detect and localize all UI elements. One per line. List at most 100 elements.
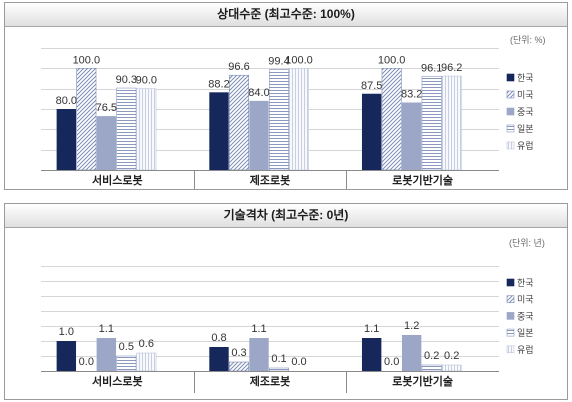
bar: [229, 74, 250, 171]
data-label: 0.0: [79, 356, 94, 368]
data-label: 0.1: [271, 353, 286, 365]
bar: [249, 338, 269, 371]
bar: [268, 69, 289, 171]
legend-swatch: [506, 345, 515, 354]
legend-label: 한국: [517, 73, 534, 83]
bar: [116, 355, 137, 372]
bar: [76, 68, 97, 171]
legend-swatch: [506, 107, 515, 116]
data-label: 96.2: [441, 62, 462, 74]
data-label: 96.1: [421, 62, 442, 74]
legend-label: 일본: [517, 328, 534, 338]
bar: [249, 100, 269, 170]
legend-item: 유럽: [506, 141, 534, 151]
data-label: 84.0: [248, 87, 269, 99]
data-label: 90.3: [116, 74, 137, 86]
panel-header: 상대수준 (최고수준: 100%): [5, 3, 567, 27]
bar: [136, 352, 157, 372]
data-label: 80.0: [56, 95, 77, 107]
legend-label: 미국: [517, 295, 534, 305]
bar: [441, 75, 462, 171]
bar: [136, 88, 157, 171]
legend-label: 유럽: [517, 345, 534, 355]
bar: [96, 338, 117, 371]
data-label: 96.6: [228, 61, 249, 73]
legend-item: 미국: [506, 90, 534, 100]
technology-gap-panel: 기술격차 (최고수준: 0년) (단위: 년): [4, 203, 568, 400]
bar: [361, 93, 382, 170]
bar: [56, 109, 77, 170]
unit-label: (단위: %): [510, 35, 546, 45]
data-label: 1.1: [99, 323, 114, 335]
bar: [96, 116, 117, 170]
data-label: 0.6: [139, 338, 154, 350]
legend-swatch: [506, 312, 515, 320]
data-label: 90.0: [136, 75, 157, 87]
bar: [116, 87, 137, 171]
panel-header: 기술격차 (최고수준: 0년): [5, 204, 567, 228]
chart-title: 상대수준 (최고수준: 100%): [217, 7, 355, 21]
category-label: 제조로봇: [250, 173, 290, 187]
data-label: 0.2: [444, 350, 459, 362]
category-label: 서비스로봇: [92, 374, 143, 388]
bar: [209, 92, 229, 170]
legend-label: 중국: [517, 107, 534, 117]
unit-label: (단위: 년): [509, 238, 545, 248]
legend-label: 중국: [517, 311, 534, 321]
bar: [288, 68, 309, 171]
legend-label: 일본: [517, 124, 534, 134]
bar: [209, 347, 229, 371]
legend-swatch: [506, 90, 515, 99]
bar: [441, 364, 462, 372]
bar: [421, 364, 442, 372]
legend-item: 미국: [506, 295, 534, 305]
legend-item: 중국: [506, 311, 534, 321]
data-label: 76.5: [96, 102, 117, 114]
legend-item: 중국: [506, 107, 534, 117]
data-label: 1.2: [404, 320, 419, 332]
bar: [361, 338, 382, 371]
legend-swatch: [506, 328, 515, 337]
category-label: 로봇기반기술: [392, 374, 453, 388]
data-label: 88.2: [208, 78, 229, 90]
bar: [268, 367, 289, 372]
data-label: 0.3: [231, 347, 246, 359]
data-label: 1.0: [59, 326, 74, 338]
bar: [401, 102, 422, 170]
data-label: 100.0: [285, 54, 313, 66]
category-label: 제조로봇: [250, 374, 290, 388]
legend-item: 한국: [506, 73, 534, 83]
legend-swatch: [506, 295, 515, 304]
legend-item: 일본: [506, 124, 534, 134]
legend-swatch: [506, 124, 515, 133]
technology-gap-bar-chart: 1.0 0.0 1.1 0.5 0.6 0.8 0.3 1.1 0.1 0.0 1.1 0.0 1.2 0…: [41, 266, 534, 393]
legend-item: 유럽: [506, 345, 534, 355]
bar: [421, 75, 442, 171]
data-label: 0.5: [119, 341, 134, 353]
data-label: 0.0: [291, 356, 306, 368]
data-label: 100.0: [73, 54, 101, 66]
bar: [381, 68, 402, 171]
legend-swatch: [506, 73, 515, 82]
legend-swatch: [506, 278, 515, 287]
data-label: 83.2: [401, 88, 422, 100]
legend-label: 유럽: [517, 141, 534, 151]
legend-swatch: [506, 141, 515, 150]
data-label: 0.2: [424, 350, 439, 362]
data-label: 1.1: [251, 323, 266, 335]
data-label: 0.8: [211, 332, 226, 344]
legend-item: 일본: [506, 328, 534, 338]
legend-label: 한국: [517, 278, 534, 288]
data-label: 1.1: [364, 323, 379, 335]
chart-title: 기술격차 (최고수준: 0년): [223, 208, 349, 222]
bar: [56, 341, 77, 371]
category-label: 서비스로봇: [92, 173, 143, 187]
bar: [229, 361, 250, 372]
legend-label: 미국: [517, 90, 534, 100]
category-label: 로봇기반기술: [392, 173, 453, 187]
data-label: 0.0: [384, 356, 399, 368]
data-label: 87.5: [361, 80, 382, 92]
data-label: 99.4: [268, 56, 289, 68]
legend-item: 한국: [506, 278, 534, 288]
